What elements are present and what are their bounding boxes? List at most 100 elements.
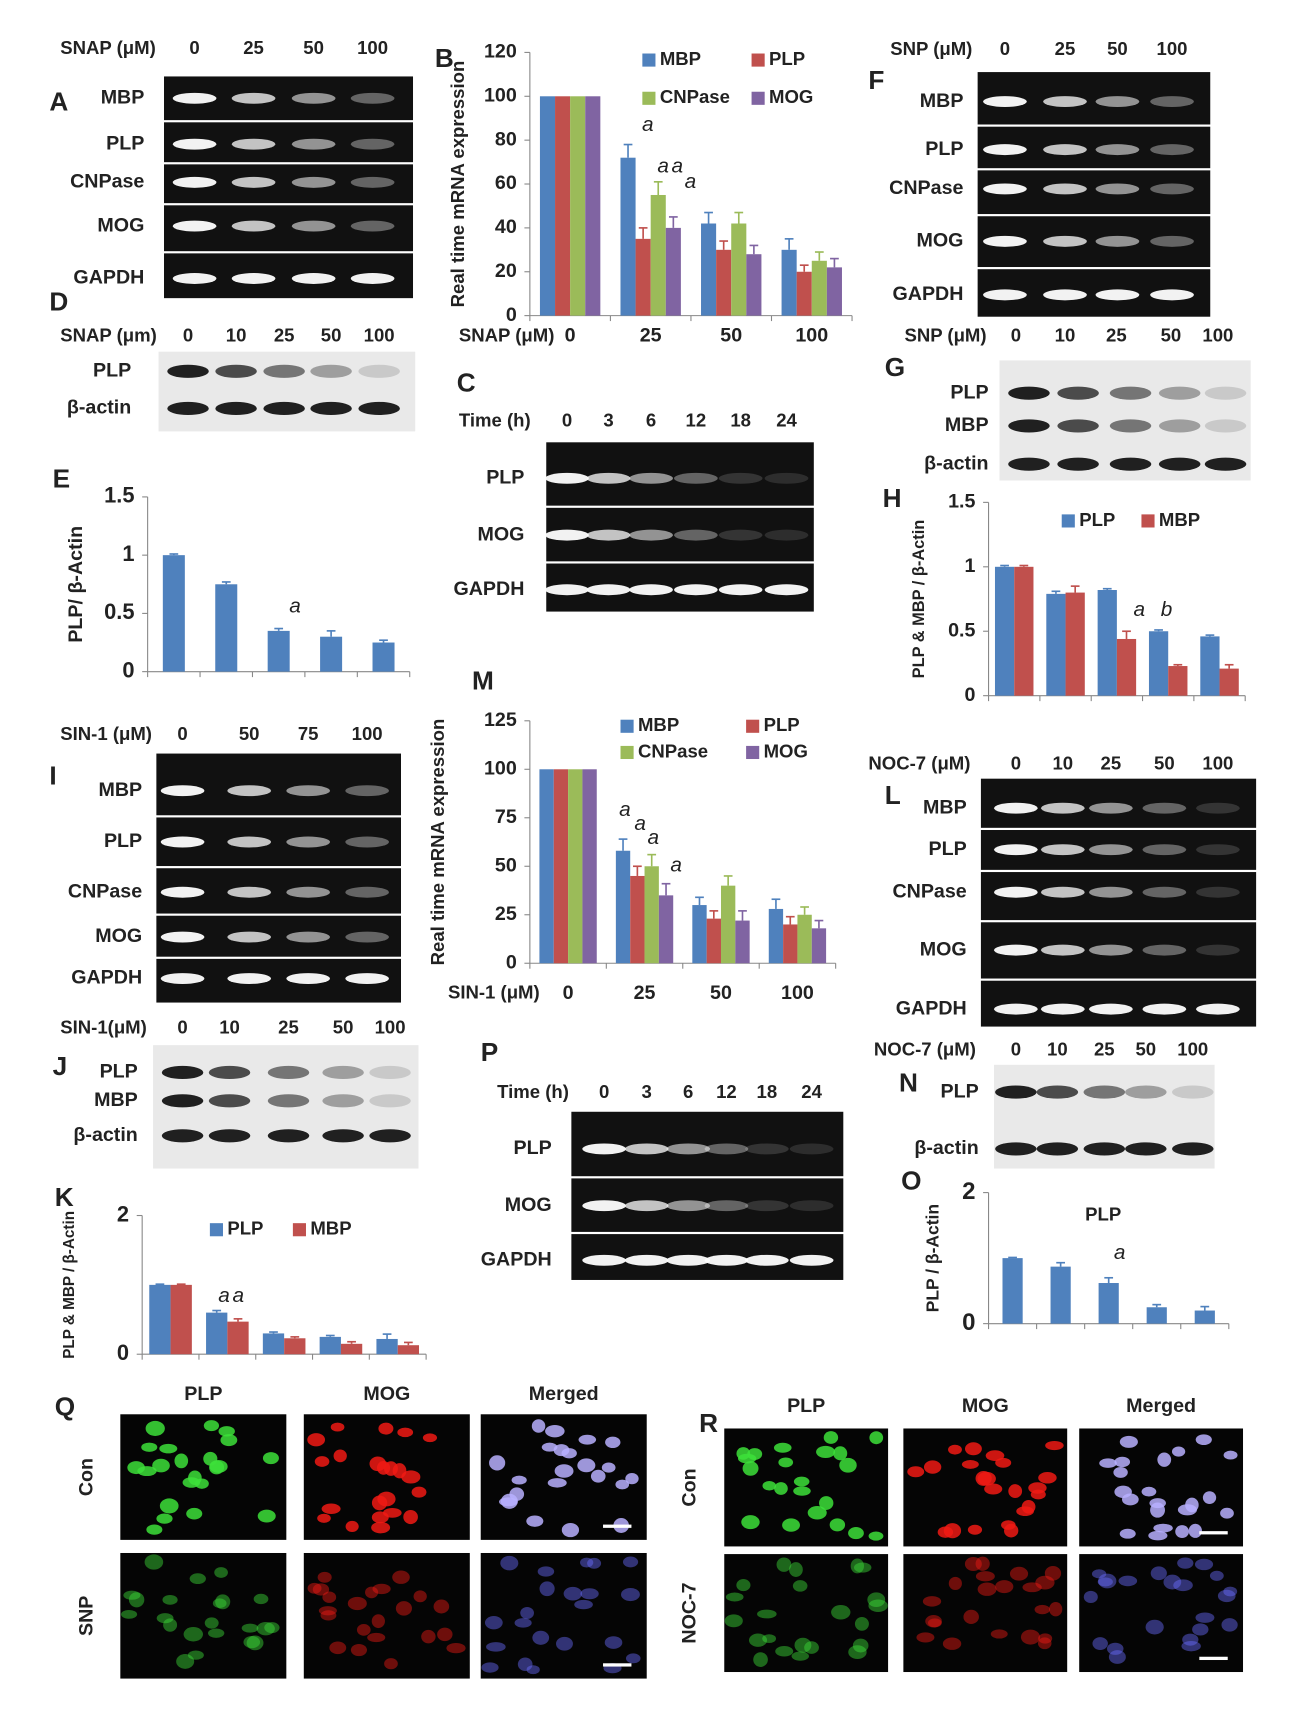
band xyxy=(263,364,305,378)
row-label: PLP xyxy=(104,830,142,852)
bar xyxy=(320,636,343,672)
cell xyxy=(183,1626,203,1642)
band xyxy=(983,289,1027,301)
band xyxy=(227,836,272,848)
bar xyxy=(716,249,732,316)
band xyxy=(358,364,400,378)
band xyxy=(172,273,217,284)
row-label: GAPDH xyxy=(481,1248,552,1270)
band xyxy=(764,584,809,596)
cell xyxy=(1098,1573,1117,1589)
row-label: NOC-7 xyxy=(679,1582,701,1643)
band xyxy=(1040,802,1085,814)
band xyxy=(227,931,272,943)
column-label: PLP xyxy=(184,1383,222,1405)
cell xyxy=(330,1422,345,1432)
cell xyxy=(532,1630,550,1645)
bar xyxy=(319,1336,341,1355)
cell xyxy=(220,1434,238,1447)
band xyxy=(1142,944,1187,956)
band xyxy=(1142,1003,1187,1015)
lane-label: 0 xyxy=(1011,324,1021,345)
band xyxy=(1095,183,1140,195)
cell xyxy=(156,1513,173,1524)
cell xyxy=(214,1567,228,1578)
cell xyxy=(156,1613,174,1624)
cell xyxy=(1175,1525,1189,1539)
band xyxy=(1040,944,1085,956)
band xyxy=(291,176,336,188)
cell xyxy=(724,1614,743,1628)
error-bar xyxy=(155,1283,165,1285)
cell xyxy=(1016,1506,1034,1517)
x-axis-label: SNAP (μM) xyxy=(459,324,555,345)
row-label: Con xyxy=(76,1458,98,1496)
cell xyxy=(561,1448,577,1459)
scale-bar xyxy=(603,1524,632,1528)
row-label: β-actin xyxy=(73,1124,137,1146)
band xyxy=(1008,457,1050,471)
legend-label: PLP xyxy=(764,714,800,735)
cell xyxy=(748,1633,768,1647)
cell xyxy=(322,1591,337,1603)
band xyxy=(322,1065,364,1080)
cell xyxy=(923,1460,942,1474)
band xyxy=(208,1065,251,1080)
cell xyxy=(215,1594,231,1610)
y-tick-label: 20 xyxy=(495,260,517,282)
legend-label: PLP xyxy=(1079,509,1115,530)
lane-label: 100 xyxy=(357,37,388,58)
error-bar xyxy=(1102,587,1112,591)
band xyxy=(586,529,631,541)
error-bar xyxy=(347,1340,356,1344)
band xyxy=(172,220,217,232)
error-bar xyxy=(814,919,824,929)
cell xyxy=(1035,1575,1055,1590)
cell xyxy=(791,1651,809,1661)
bar xyxy=(376,1338,398,1355)
row-label: GAPDH xyxy=(71,967,142,989)
band xyxy=(1142,802,1187,814)
cell xyxy=(1008,1484,1023,1499)
bar xyxy=(706,918,721,964)
cell xyxy=(977,1582,997,1596)
legend-label: MOG xyxy=(764,740,808,761)
blot-header: SNAP (μM) xyxy=(60,37,155,58)
cell xyxy=(621,1587,640,1602)
bar xyxy=(1146,1307,1167,1324)
cell xyxy=(975,1571,995,1582)
legend-label: PLP xyxy=(769,48,805,69)
band xyxy=(208,1129,251,1143)
y-tick-label: 100 xyxy=(484,84,517,106)
cell xyxy=(1022,1582,1042,1593)
cell xyxy=(804,1641,819,1654)
error-bar xyxy=(830,257,839,268)
cell xyxy=(312,1583,330,1596)
bar xyxy=(826,267,842,316)
gel-strip xyxy=(571,1111,844,1177)
cell xyxy=(511,1475,527,1485)
error-bar xyxy=(1104,1276,1114,1284)
bar xyxy=(570,96,586,316)
cell xyxy=(484,1616,503,1630)
band xyxy=(227,785,272,797)
lane-label: 24 xyxy=(801,1081,822,1102)
band xyxy=(1158,419,1201,433)
band xyxy=(994,1003,1038,1015)
band xyxy=(545,529,589,541)
cell xyxy=(1149,1498,1166,1509)
annotation: a xyxy=(232,1284,244,1307)
bar xyxy=(1168,666,1188,696)
band xyxy=(1109,386,1152,400)
bar xyxy=(149,1284,171,1355)
lane-label: 100 xyxy=(1202,752,1233,773)
cell xyxy=(1141,1486,1157,1497)
error-bar xyxy=(326,630,336,637)
bar xyxy=(658,895,674,964)
band xyxy=(263,401,305,416)
cell xyxy=(963,1609,979,1624)
cell xyxy=(539,1581,555,1597)
cell xyxy=(264,1622,280,1634)
band xyxy=(1043,235,1087,247)
blot-header: SNP (μM) xyxy=(904,324,986,345)
